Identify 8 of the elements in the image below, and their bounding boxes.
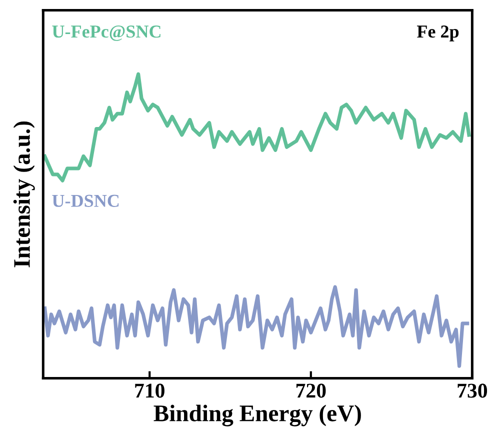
x-tick-label: 720 <box>296 384 326 398</box>
x-tick-label: 710 <box>135 384 164 398</box>
text: U-FePc@SNC <box>52 25 160 41</box>
x-axis-title: Binding Energy (eV) <box>154 404 361 426</box>
x-tick-label: 730 <box>458 384 488 398</box>
y-axis-title: Intensity (a.u.) <box>13 121 35 268</box>
text: U-DSNC <box>52 194 119 207</box>
text: Fe 2p <box>417 26 459 42</box>
